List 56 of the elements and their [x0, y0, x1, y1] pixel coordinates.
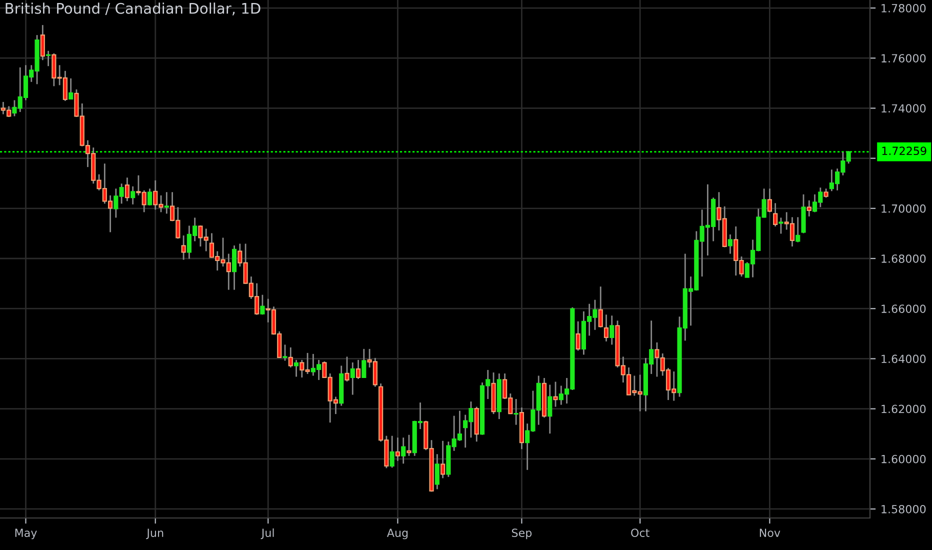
- candlestick: [124, 176, 130, 202]
- candlestick: [46, 50, 51, 67]
- y-tick-label: 1.78000: [882, 4, 926, 12]
- candlestick: [796, 216, 800, 243]
- candlestick: [778, 216, 784, 234]
- candlestick: [288, 346, 293, 368]
- x-tick-label: Jun: [146, 528, 164, 540]
- chart-title: British Pound / Canadian Dollar, 1D: [6, 2, 260, 16]
- candlestick: [406, 434, 412, 457]
- candlestick: [401, 436, 406, 464]
- candlestick: [806, 200, 812, 218]
- ref-line-label: 1.72259: [882, 146, 926, 156]
- y-tick-label: 1.76000: [882, 54, 926, 62]
- x-tick-label: Aug: [386, 528, 408, 540]
- y-tick-label: 1.58000: [882, 504, 926, 514]
- candlestick: [440, 440, 446, 479]
- candlestick: [68, 78, 74, 100]
- candlestick: [767, 188, 772, 213]
- candlestick: [344, 356, 350, 382]
- y-tick-label: 1.66000: [882, 304, 926, 313]
- candlestick: [610, 314, 614, 346]
- candlestick: [548, 384, 552, 434]
- y-tick-label: 1.70000: [882, 204, 926, 213]
- x-tick-label: Jul: [260, 528, 274, 540]
- candlestick: [260, 294, 265, 316]
- candlestick: [350, 362, 355, 396]
- candlestick: [282, 344, 288, 362]
- candlestick: [362, 348, 366, 379]
- candlestick: [773, 202, 778, 228]
- candlestick: [181, 234, 186, 260]
- candlestick: [514, 398, 518, 426]
- x-tick-label: Oct: [631, 528, 650, 538]
- y-tick-label: 1.60000: [882, 454, 926, 464]
- candlestick: [356, 359, 361, 380]
- candlestick: [728, 234, 733, 254]
- candlestick: [294, 359, 299, 378]
- y-tick-label: 1.64000: [882, 354, 926, 364]
- candlestick: [604, 314, 609, 342]
- candlestick: [147, 188, 152, 206]
- x-tick-label: May: [15, 528, 37, 540]
- x-tick-label: Sep: [512, 528, 532, 540]
- y-tick-label: 1.68000: [882, 254, 926, 263]
- candlestick: [40, 24, 45, 61]
- x-tick-label: Nov: [760, 528, 780, 538]
- candlestick: [824, 188, 828, 198]
- candlestick: [130, 186, 136, 206]
- candlestick: [553, 381, 558, 408]
- candlestick: [598, 286, 603, 328]
- candlestick: [232, 244, 237, 291]
- candlestick: [164, 191, 169, 214]
- candlestick: [434, 453, 440, 490]
- y-tick-label: 1.74000: [882, 104, 926, 113]
- candlestick: [390, 435, 394, 468]
- candlestick: [576, 320, 580, 352]
- candlestick: [395, 436, 400, 462]
- y-tick-label: 1.62000: [882, 404, 926, 414]
